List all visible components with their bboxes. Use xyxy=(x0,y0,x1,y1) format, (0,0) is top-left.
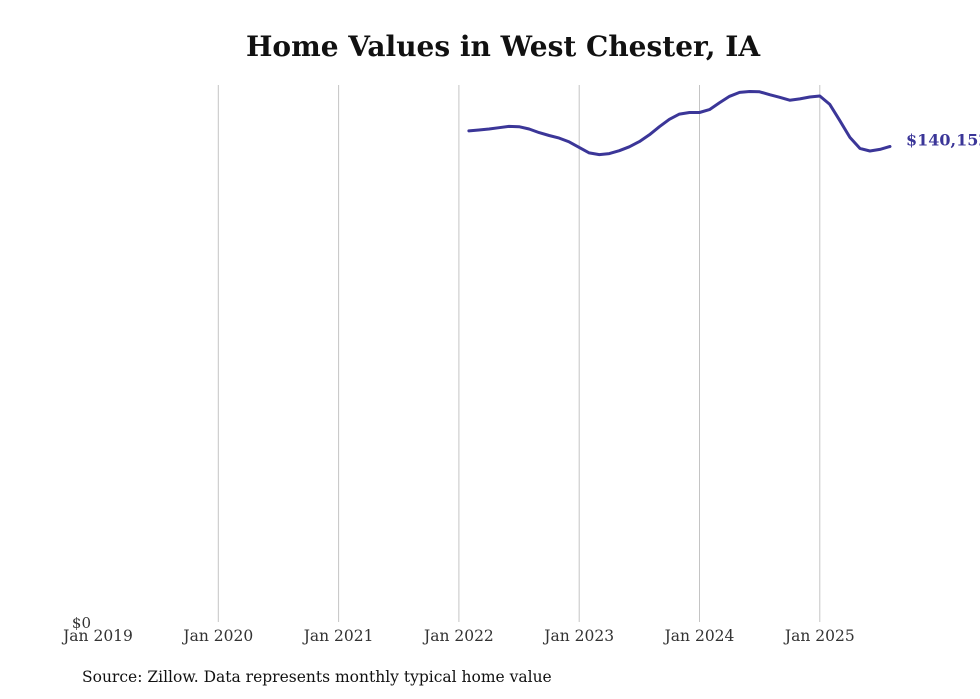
x-tick-label: Jan 2023 xyxy=(542,627,614,645)
series-layer: $140,152 xyxy=(467,90,980,157)
x-tick-label: Jan 2019 xyxy=(61,627,133,645)
x-axis-ticks: Jan 2019 Jan 2020 Jan 2021 Jan 2022 Jan 2023… xyxy=(61,627,855,645)
x-tick-label: Jan 2022 xyxy=(422,627,494,645)
series-end-label: $140,152 xyxy=(906,130,980,149)
y-axis-ticks: $0 xyxy=(72,614,91,632)
x-tick-label: Jan 2025 xyxy=(783,627,855,645)
x-tick-label: Jan 2024 xyxy=(663,627,735,645)
series-line xyxy=(467,90,892,157)
chart-title: Home Values in West Chester, IA xyxy=(245,30,761,63)
x-tick-label: Jan 2020 xyxy=(181,627,253,645)
x-tick-label: Jan 2021 xyxy=(302,627,374,645)
gridlines xyxy=(217,85,821,622)
y-tick-label: $0 xyxy=(72,614,91,632)
source-note: Source: Zillow. Data represents monthly … xyxy=(82,668,552,686)
